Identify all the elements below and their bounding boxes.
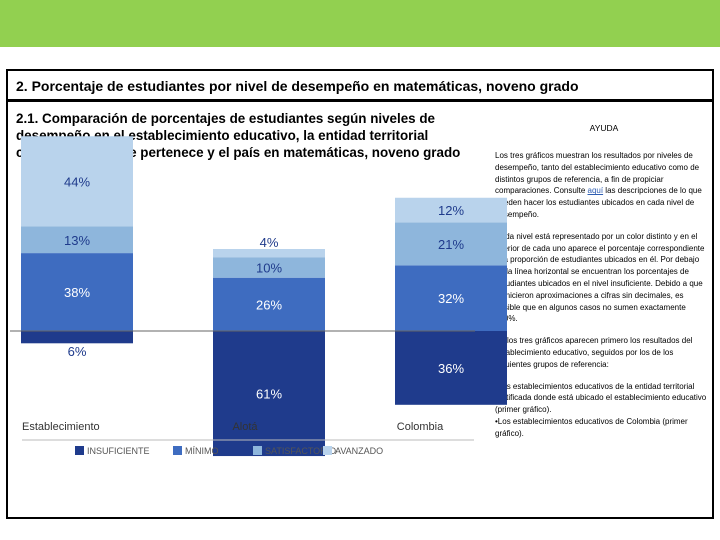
help-bullet-1: •Los establecimientos educativos de la e… — [495, 381, 707, 415]
bar-segment-minimo-establecimiento — [21, 253, 133, 331]
bar-segment-minimo-colombia — [395, 265, 507, 331]
legend-swatch-insuficiente — [75, 446, 84, 455]
data-label-minimo-colombia: 32% — [438, 291, 464, 306]
bar-segment-satisfactorio-colombia — [395, 222, 507, 266]
data-label-satisfactorio-colombia: 21% — [438, 237, 464, 252]
legend-swatch-avanzado — [323, 446, 332, 455]
help-text: Los tres gráficos muestran los resultado… — [495, 151, 700, 196]
bar-segment-avanzado-establecimiento — [21, 136, 133, 227]
section-header: 2. Porcentaje de estudiantes por nivel d… — [6, 69, 714, 101]
legend-swatch-minimo — [173, 446, 182, 455]
bar-segment-avanzado-alota — [213, 249, 325, 258]
help-paragraph-3: En los tres gráficos aparecen primero lo… — [495, 336, 693, 369]
legend-swatch-satisfactorio — [253, 446, 262, 455]
bar-segment-satisfactorio-establecimiento — [21, 226, 133, 254]
bar-segment-insuficiente-establecimiento — [21, 331, 133, 344]
help-text: las descripciones de lo que pueden hacer… — [495, 186, 702, 219]
help-body: Los tres gráficos muestran los resultado… — [495, 150, 710, 440]
content-panel: 2.1. Comparación de porcentajes de estud… — [6, 100, 714, 519]
data-label-satisfactorio-establecimiento: 13% — [64, 233, 90, 248]
legend-label-insuficiente: INSUFICIENTE — [87, 446, 150, 456]
help-bullet-2: •Los establecimientos educativos de Colo… — [495, 416, 688, 438]
data-label-minimo-establecimiento: 38% — [64, 285, 90, 300]
bar-segment-insuficiente-alota — [213, 331, 325, 457]
data-label-avanzado-establecimiento: 44% — [64, 174, 90, 189]
help-paragraph-1: Los tres gráficos muestran los resultado… — [495, 150, 710, 221]
category-label-colombia: Colombia — [397, 421, 444, 433]
legend-label-minimo: MÍNIMO — [185, 446, 219, 456]
data-label-insuficiente-alota: 61% — [256, 387, 282, 402]
legend-label-avanzado: AVANZADO — [335, 446, 383, 456]
legend-label-satisfactorio: SATISFACTORIO — [265, 446, 336, 456]
category-label-alota: Alotá — [232, 421, 258, 433]
bar-segment-avanzado-colombia — [395, 197, 507, 223]
data-label-insuficiente-establecimiento: 6% — [68, 344, 87, 359]
help-title: AYUDA — [589, 123, 619, 133]
data-label-insuficiente-colombia: 36% — [438, 361, 464, 376]
data-label-minimo-alota: 26% — [256, 297, 282, 312]
data-label-satisfactorio-alota: 10% — [256, 260, 282, 275]
bar-segment-satisfactorio-alota — [213, 257, 325, 278]
help-panel: AYUDA Los tres gráficos muestran los res… — [492, 102, 716, 517]
data-label-avanzado-alota: 4% — [260, 235, 279, 250]
section-title: 2. Porcentaje de estudiantes por nivel d… — [16, 78, 579, 94]
data-label-avanzado-colombia: 12% — [438, 203, 464, 218]
bar-segment-insuficiente-colombia — [395, 331, 507, 405]
help-link-aqui[interactable]: aquí — [587, 186, 604, 196]
bar-segment-minimo-alota — [213, 277, 325, 331]
top-accent-band — [0, 0, 720, 47]
category-label-establecimiento: Establecimiento — [22, 421, 100, 433]
